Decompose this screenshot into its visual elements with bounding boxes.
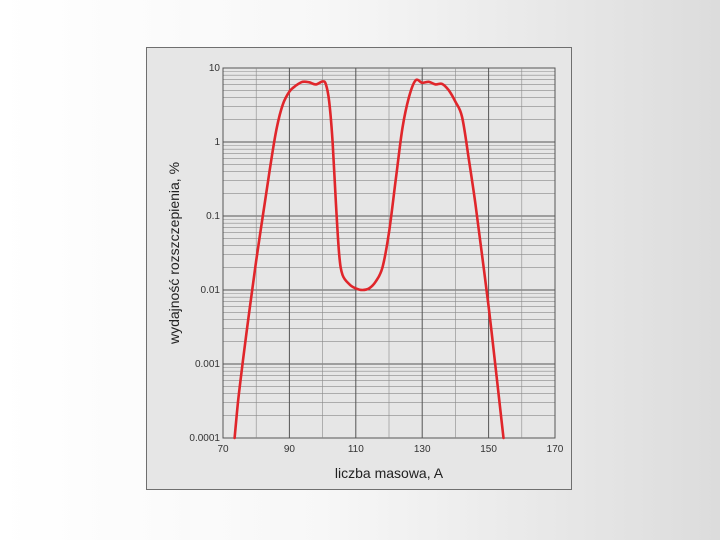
x-tick-label: 110 — [348, 444, 364, 455]
y-tick-label: 10 — [209, 63, 221, 74]
y-tick-label: 0.001 — [195, 359, 220, 370]
series-line — [233, 78, 505, 440]
x-axis-label: liczba masowa, A — [335, 465, 444, 481]
x-tick-label: 150 — [480, 444, 497, 455]
y-tick-label: 1 — [214, 137, 220, 148]
x-tick-label: 130 — [414, 444, 431, 455]
y-axis-label: wydajność rozszczepienia, % — [166, 162, 182, 345]
x-tick-label: 90 — [284, 444, 296, 455]
y-tick-label: 0.0001 — [189, 433, 220, 444]
x-tick-label: 70 — [217, 444, 229, 455]
chart-figure: 70 90 110 130 150 170 0.0001 0.001 0.01 0.1 1 10 li… — [146, 47, 572, 490]
grid — [222, 68, 556, 439]
series-layer — [233, 78, 505, 440]
y-tick-label: 0.1 — [206, 211, 220, 222]
x-tick-label: 170 — [547, 444, 564, 455]
y-tick-label: 0.01 — [201, 285, 221, 296]
